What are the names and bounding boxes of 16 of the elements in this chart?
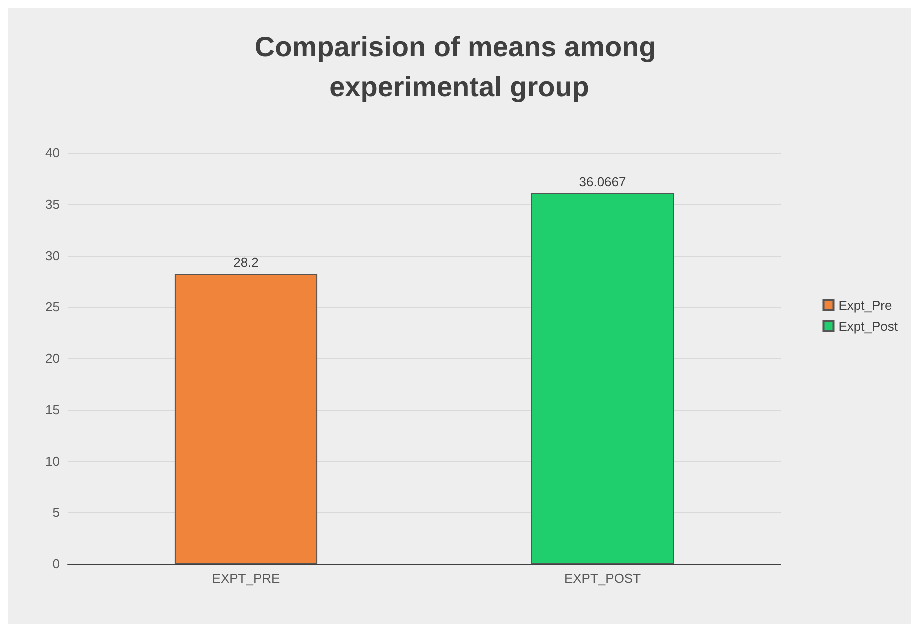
y-tick-label: 20 (46, 351, 60, 366)
y-tick-label: 30 (46, 248, 60, 264)
y-tick-label: 40 (46, 146, 60, 160)
x-tick-label: EXPT_POST (564, 571, 642, 586)
y-tick-label: 0 (52, 556, 60, 572)
data-label: 28.2 (234, 255, 259, 270)
y-tick-label: 25 (46, 300, 60, 315)
y-tick-label: 15 (46, 402, 60, 418)
legend-label: Expt_Pre (838, 298, 892, 313)
y-tick-label: 10 (46, 454, 60, 469)
y-tick-label: 5 (52, 505, 60, 520)
legend-label: Expt_Post (838, 319, 898, 334)
x-tick-label: EXPT_PRE (212, 571, 281, 586)
chart-title: Comparision of means among experimental group (254, 32, 664, 102)
data-label: 36.0667 (579, 174, 626, 190)
y-tick-label: 35 (46, 196, 60, 212)
